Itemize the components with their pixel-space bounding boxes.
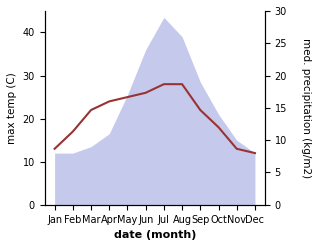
- Y-axis label: med. precipitation (kg/m2): med. precipitation (kg/m2): [301, 38, 311, 178]
- X-axis label: date (month): date (month): [114, 230, 196, 240]
- Y-axis label: max temp (C): max temp (C): [7, 72, 17, 144]
